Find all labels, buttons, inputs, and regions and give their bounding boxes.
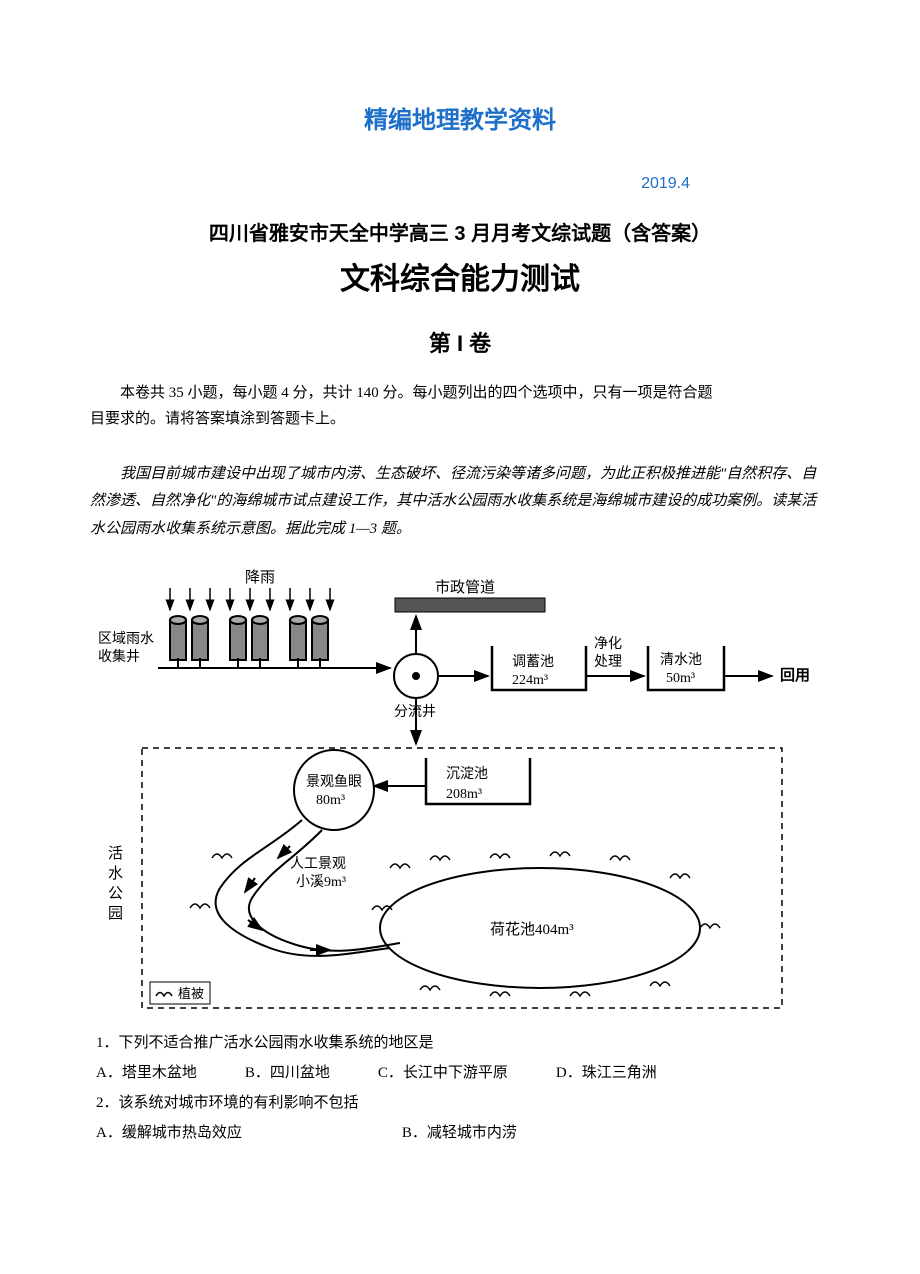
passage-text: 我国目前城市建设中出现了城市内涝、生态破坏、径流污染等诸多问题，为此正积极推进能… [90,461,830,544]
question-1: 1．下列不适合推广活水公园雨水收集系统的地区是 [96,1028,830,1058]
q1-opt-c: C．长江中下游平原 [378,1058,508,1088]
label-sediment: 沉淀池 [446,766,488,782]
label-purify-2: 处理 [594,654,622,670]
label-pipe: 市政管道 [435,579,495,596]
label-park-4: 园 [108,905,123,922]
label-wells-2: 收集井 [98,648,140,665]
question-2-options: A．缓解城市热岛效应 B．减轻城市内涝 [96,1118,830,1148]
document-date: 2019.4 [90,175,830,193]
question-2: 2．该系统对城市环境的有利影响不包括 [96,1088,830,1118]
label-rain: 降雨 [245,569,275,586]
exam-title: 文科综合能力测试 [90,254,830,298]
municipal-pipe [395,598,545,612]
label-lotus: 荷花池404m³ [490,921,574,938]
fisheye-circle [294,750,374,830]
rainwater-system-diagram: 降雨 区域雨水 收集井 市政管道 [90,558,830,1018]
label-fisheye-vol: 80m³ [316,793,345,808]
q1-opt-a: A．塔里木盆地 [96,1058,197,1088]
q2-opt-a: A．缓解城市热岛效应 [96,1118,242,1148]
label-park-2: 水 [108,865,123,882]
instructions-line1: 本卷共 35 小题，每小题 4 分，共计 140 分。每小题列出的四个选项中，只… [120,385,713,401]
volume-heading: 第 I 卷 [90,326,830,358]
instructions-line2: 目要求的。请将答案填涂到答题卡上。 [90,411,345,427]
label-sediment-vol: 208m³ [446,787,482,802]
q1-opt-b: B．四川盆地 [245,1058,330,1088]
label-park-1: 活 [108,845,123,862]
label-creek-1: 人工景观 [290,856,346,872]
label-veg: 植被 [178,986,204,1001]
label-wells-1: 区域雨水 [98,631,154,647]
q1-opt-d: D．珠江三角洲 [556,1058,657,1088]
label-fisheye: 景观鱼眼 [306,773,362,790]
label-storage: 调蓄池 [512,654,554,670]
label-clean-vol: 50m³ [666,671,695,686]
q2-opt-b: B．减轻城市内涝 [402,1118,517,1148]
label-reuse: 回用 [780,667,810,684]
exam-source: 四川省雅安市天全中学高三 3 月月考文综试题（含答案） [90,217,830,246]
instructions: 本卷共 35 小题，每小题 4 分，共计 140 分。每小题列出的四个选项中，只… [90,380,830,433]
rain-arrows [170,588,330,610]
question-1-options: A．塔里木盆地 B．四川盆地 C．长江中下游平原 D．珠江三角洲 [96,1058,830,1088]
label-storage-vol: 224m³ [512,673,548,688]
document-title: 精编地理教学资料 [90,100,830,135]
label-creek-2: 小溪9m³ [296,874,346,890]
label-clean: 清水池 [660,652,702,668]
wells-group [170,616,328,660]
label-purify-1: 净化 [594,636,622,652]
label-park-3: 公 [108,886,123,902]
